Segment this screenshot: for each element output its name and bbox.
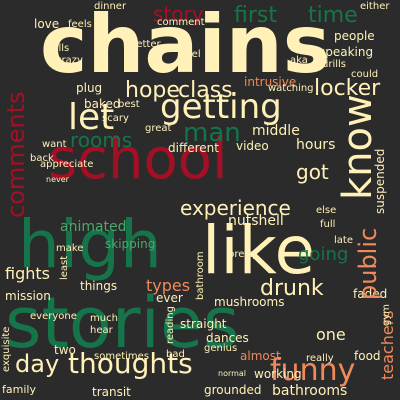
word-sometimes: sometimes <box>94 351 150 362</box>
word-know: know <box>335 94 381 200</box>
word-bad: bad <box>166 349 185 360</box>
word-class: class <box>178 78 233 103</box>
word-time: time <box>308 3 358 28</box>
word-dances: dances <box>206 331 249 345</box>
word-one: one <box>316 325 346 344</box>
word-like: like <box>202 212 316 289</box>
word-feel: feel <box>182 49 201 60</box>
word-two: two <box>54 343 76 357</box>
word-hope: hope <box>125 78 180 103</box>
word-stories: stories <box>5 282 240 364</box>
word-video: video <box>236 139 269 153</box>
word-never: never <box>46 175 69 184</box>
word-grounded: grounded <box>204 383 262 397</box>
word-story: story <box>153 2 204 26</box>
word-different: different <box>168 141 219 155</box>
word-drunk: drunk <box>260 276 324 301</box>
word-really: really <box>306 353 334 364</box>
word-could: could <box>351 69 379 80</box>
word-let: let <box>68 97 115 138</box>
word-types: types <box>146 276 191 295</box>
word-faded: faded <box>353 287 388 301</box>
word-locker: locker <box>314 76 381 101</box>
word-man: man <box>183 118 241 148</box>
word-scary: scary <box>102 113 129 124</box>
word-speaking: speaking <box>319 45 374 59</box>
word-dinner: dinner <box>94 1 127 12</box>
word-appreciate: appreciate <box>40 159 94 170</box>
word-suspended: suspended <box>373 148 387 214</box>
word-experience: experience <box>180 196 291 220</box>
word-gym: gym <box>381 303 392 326</box>
word-people: people <box>334 29 375 43</box>
word-funny: funny <box>270 353 356 388</box>
word-school: school <box>48 127 228 192</box>
word-going: going <box>298 244 349 265</box>
word-food: food <box>354 349 381 363</box>
word-make: make <box>56 243 84 254</box>
word-thoughts: thoughts <box>68 347 193 380</box>
word-first: first <box>234 3 277 28</box>
word-fights: fights <box>5 264 50 283</box>
word-reading: reading <box>165 306 176 344</box>
word-working: working <box>254 367 302 381</box>
word-exquisite: exquisite <box>1 326 12 372</box>
word-getting: getting <box>160 87 282 127</box>
word-back: back <box>30 153 54 164</box>
word-high: high <box>18 206 162 283</box>
word-either: either <box>360 1 390 12</box>
word-everyone: everyone <box>30 311 77 322</box>
word-comment: comment <box>157 17 205 28</box>
word-nutshell: nutshell <box>228 213 284 229</box>
word-else: else <box>316 205 337 216</box>
word-better: better <box>130 39 161 50</box>
word-aka: aka <box>290 55 308 66</box>
word-hear: hear <box>90 325 113 336</box>
word-chains: chains <box>40 0 331 91</box>
word-love: love <box>34 17 60 31</box>
word-comments: comments <box>2 91 30 218</box>
word-straight: straight <box>180 317 227 331</box>
word-intrusive: intrusive <box>244 75 297 89</box>
word-much: much <box>90 313 118 324</box>
word-things: things <box>80 279 118 293</box>
word-late: late <box>334 235 353 246</box>
word-animated: animated <box>60 219 127 235</box>
word-balls: balls <box>46 43 70 54</box>
word-got: got <box>296 160 329 184</box>
word-normal: normal <box>218 369 247 378</box>
word-bathroom: bathroom <box>195 251 206 300</box>
word-mushrooms: mushrooms <box>214 295 285 309</box>
word-crazy: crazy <box>56 55 83 66</box>
word-ever: ever <box>156 291 183 305</box>
word-feels: feels <box>68 19 92 30</box>
word-middle: middle <box>252 123 300 139</box>
word-baked: baked <box>84 97 121 111</box>
word-hours: hours <box>296 137 336 153</box>
word-drills: drills <box>322 59 347 70</box>
word-almost: almost <box>240 349 281 363</box>
word-great: great <box>145 123 172 134</box>
word-mission: mission <box>5 289 51 303</box>
word-bathrooms: bathrooms <box>272 383 348 399</box>
word-pretty: pretty <box>228 249 259 260</box>
word-full: full <box>320 219 336 230</box>
word-genius: genius <box>204 343 238 354</box>
word-best: best <box>118 99 140 110</box>
word-transit: transit <box>92 385 131 399</box>
word-plug: plug <box>76 81 103 95</box>
word-day: day <box>15 350 60 378</box>
word-want: want <box>42 139 67 150</box>
word-watching: watching <box>268 83 314 94</box>
word-least: least <box>59 255 70 280</box>
word-public: public <box>354 227 382 300</box>
word-family: family <box>2 383 36 396</box>
word-skipping: skipping <box>105 237 156 251</box>
word-rooms: rooms <box>70 128 133 152</box>
